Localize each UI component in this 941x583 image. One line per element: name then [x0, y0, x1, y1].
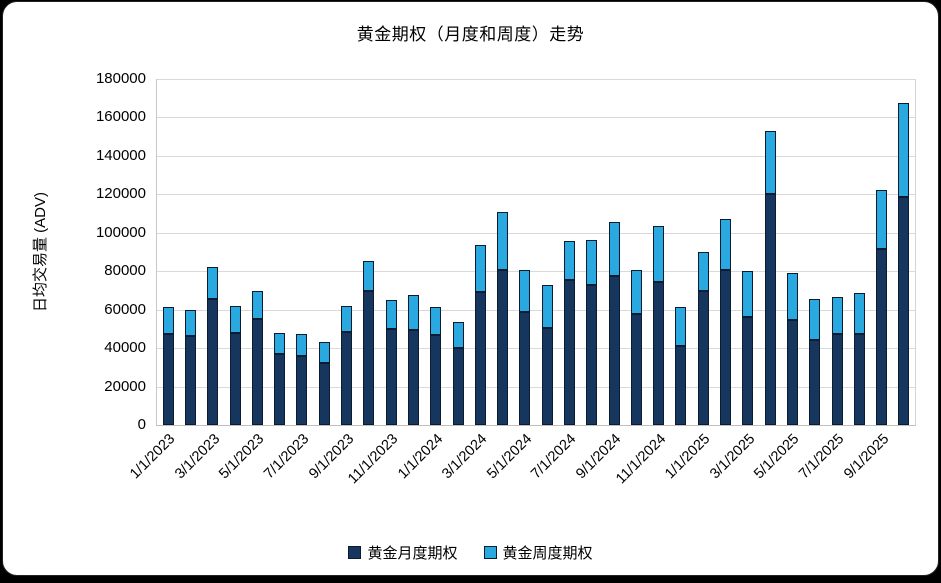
- bar-monthly-segment: [474, 292, 486, 425]
- bar-weekly-segment: [630, 270, 642, 314]
- bar-weekly-segment: [831, 297, 843, 334]
- chart-title: 黄金期权（月度和周度）走势: [356, 25, 585, 44]
- y-tick-label: 60000: [104, 300, 146, 318]
- bar-monthly-segment: [809, 339, 821, 425]
- bar-monthly-segment: [162, 333, 174, 425]
- bar-weekly-segment: [407, 295, 419, 330]
- y-tick-label: 40000: [104, 339, 146, 357]
- bar-monthly-segment: [497, 270, 509, 425]
- y-tick-label: 0: [137, 416, 146, 433]
- bar-weekly-segment: [853, 293, 865, 334]
- bar-monthly-segment: [653, 281, 665, 425]
- bar-weekly-segment: [296, 333, 308, 356]
- bar-weekly-segment: [363, 260, 375, 292]
- bar-monthly-segment: [363, 291, 375, 425]
- bar-weekly-segment: [786, 273, 798, 321]
- bar-weekly-segment: [563, 240, 575, 280]
- bar-weekly-segment: [474, 245, 486, 293]
- bar-monthly-segment: [541, 327, 553, 425]
- y-tick-label: 100000: [95, 223, 146, 241]
- plot-area: [156, 79, 916, 426]
- bar-weekly-segment: [742, 271, 754, 318]
- bar-weekly-segment: [697, 252, 709, 292]
- bar-weekly-segment: [341, 305, 352, 332]
- bar-monthly-segment: [853, 333, 865, 425]
- bar-weekly-segment: [318, 342, 330, 363]
- bar-monthly-segment: [385, 328, 397, 425]
- bar-monthly-segment: [697, 291, 709, 425]
- bar-weekly-segment: [608, 222, 620, 276]
- bar-monthly-segment: [251, 319, 263, 425]
- bar-monthly-segment: [519, 311, 531, 425]
- bar-weekly-segment: [764, 130, 776, 195]
- bar-monthly-segment: [630, 313, 642, 425]
- bar-weekly-segment: [430, 306, 442, 335]
- bar-monthly-segment: [720, 270, 731, 425]
- bar-weekly-segment: [184, 309, 196, 336]
- legend-label: 黄金月度期权: [367, 544, 458, 562]
- legend-label: 黄金周度期权: [502, 544, 593, 562]
- bar-monthly-segment: [786, 320, 798, 425]
- bar-weekly-segment: [162, 306, 174, 334]
- bar-monthly-segment: [341, 331, 352, 425]
- bar-monthly-segment: [586, 284, 598, 425]
- bar-weekly-segment: [497, 211, 509, 271]
- y-tick-label: 20000: [104, 377, 146, 395]
- bar-monthly-segment: [675, 346, 687, 425]
- bar-monthly-segment: [876, 249, 888, 425]
- bar-weekly-segment: [541, 284, 553, 328]
- bar-weekly-segment: [274, 332, 286, 354]
- bar-weekly-segment: [720, 219, 731, 271]
- bar-monthly-segment: [318, 362, 330, 425]
- legend-item-monthly: 黄金月度期权: [348, 542, 458, 563]
- y-axis-title: 日均交易量 (ADV): [32, 192, 49, 313]
- y-tick-label: 80000: [104, 262, 146, 280]
- legend-swatch-icon: [483, 545, 497, 559]
- bar-monthly-segment: [764, 194, 776, 425]
- y-tick-label: 160000: [95, 108, 146, 126]
- bar-monthly-segment: [742, 317, 754, 425]
- bar-monthly-segment: [898, 197, 910, 425]
- bar-monthly-segment: [229, 332, 241, 425]
- y-tick-label: 120000: [95, 185, 146, 203]
- gridline: [157, 309, 915, 311]
- legend-item-weekly: 黄金周度期权: [483, 542, 593, 563]
- bar-weekly-segment: [452, 322, 464, 349]
- bar-monthly-segment: [608, 276, 620, 425]
- bar-weekly-segment: [809, 299, 821, 340]
- bar-weekly-segment: [207, 267, 219, 300]
- gridline: [157, 348, 915, 350]
- bar-weekly-segment: [385, 300, 397, 329]
- bar-weekly-segment: [251, 291, 263, 320]
- bar-weekly-segment: [653, 226, 665, 282]
- gridline: [157, 194, 915, 196]
- bar-weekly-segment: [519, 270, 531, 312]
- gridline: [157, 155, 915, 157]
- gridline: [157, 271, 915, 273]
- bar-monthly-segment: [184, 335, 196, 425]
- bar-monthly-segment: [407, 329, 419, 425]
- bar-monthly-segment: [207, 299, 219, 425]
- bar-monthly-segment: [563, 279, 575, 425]
- gridline: [157, 386, 915, 388]
- legend-swatch-icon: [348, 545, 362, 559]
- y-tick-label: 180000: [95, 70, 146, 87]
- bar-monthly-segment: [274, 353, 286, 425]
- bar-weekly-segment: [675, 306, 687, 347]
- bar-monthly-segment: [452, 348, 464, 425]
- gridline: [157, 79, 915, 80]
- legend: 黄金月度期权 黄金周度期权: [0, 541, 941, 563]
- gridline: [157, 117, 915, 119]
- bar-monthly-segment: [831, 333, 843, 425]
- bar-weekly-segment: [586, 239, 598, 285]
- y-tick-label: 140000: [95, 146, 146, 164]
- gridline: [157, 232, 915, 234]
- bar-monthly-segment: [430, 334, 442, 425]
- bar-weekly-segment: [229, 305, 241, 333]
- bar-monthly-segment: [296, 355, 308, 425]
- bar-weekly-segment: [876, 189, 888, 250]
- bar-weekly-segment: [898, 103, 910, 198]
